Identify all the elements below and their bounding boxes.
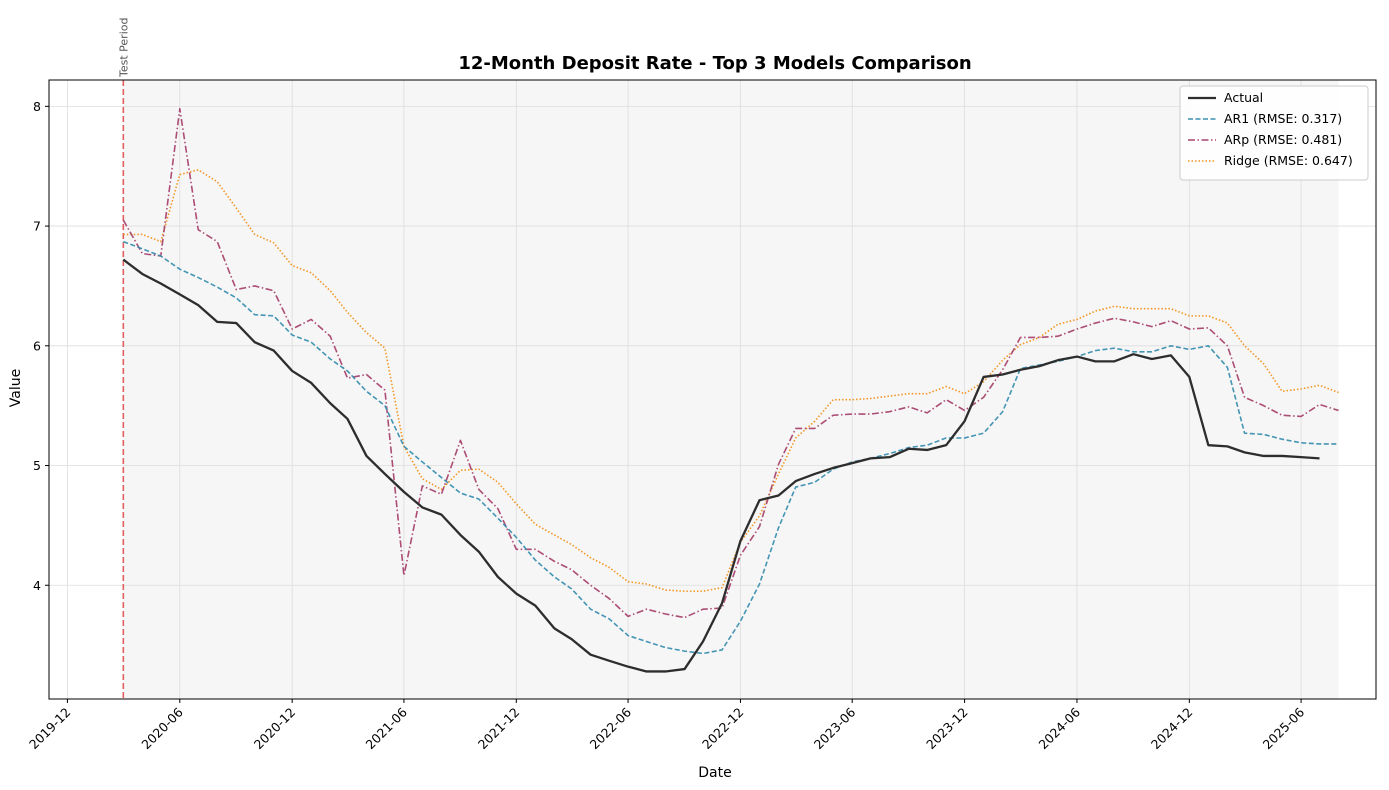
y-tick-label: 5 bbox=[33, 458, 41, 473]
legend: Actual AR1 (RMSE: 0.317) ARp (RMSE: 0.481)… bbox=[1179, 85, 1369, 181]
x-axis-label: Date bbox=[698, 765, 731, 781]
x-tick-label: 2020-12 bbox=[251, 705, 299, 753]
plot-frame bbox=[48, 79, 1377, 700]
x-tick-label: 2024-06 bbox=[1036, 704, 1084, 752]
x-tick-label: 2020-06 bbox=[138, 704, 186, 752]
x-tick-label: 2021-06 bbox=[363, 704, 411, 752]
legend-label: Ridge (RMSE: 0.647) bbox=[1224, 153, 1353, 168]
series-line-arp bbox=[122, 107, 1339, 619]
y-tick-label: 7 bbox=[33, 219, 41, 234]
x-tick-label: 2021-12 bbox=[475, 705, 523, 753]
x-tick-label: 2023-12 bbox=[923, 705, 971, 753]
chart-title: 12-Month Deposit Rate - Top 3 Models Com… bbox=[458, 53, 971, 74]
grid-lines bbox=[49, 80, 1376, 699]
legend-box bbox=[1179, 85, 1369, 181]
legend-label: AR1 (RMSE: 0.317) bbox=[1224, 111, 1342, 126]
legend-label: ARp (RMSE: 0.481) bbox=[1224, 132, 1342, 147]
x-tick-label: 2022-12 bbox=[699, 705, 747, 753]
y-tick-label: 4 bbox=[33, 578, 41, 593]
x-tick-label: 2024-12 bbox=[1148, 705, 1196, 753]
series-line-ar1 bbox=[123, 240, 1339, 655]
y-tick-label: 8 bbox=[33, 99, 41, 114]
legend-label: Actual bbox=[1224, 90, 1263, 105]
test-period-shading bbox=[123, 80, 1339, 699]
test-period-annotation: Test Period bbox=[117, 18, 130, 78]
x-tick-label: 2019-12 bbox=[26, 705, 74, 753]
y-tick-label: 6 bbox=[33, 338, 41, 353]
x-tick-label: 2022-06 bbox=[587, 704, 635, 752]
series-line-actual bbox=[122, 258, 1320, 673]
x-tick-label: 2023-06 bbox=[811, 704, 859, 752]
series-line-ridge bbox=[123, 169, 1339, 593]
series-group bbox=[122, 107, 1339, 673]
x-tick-label: 2025-06 bbox=[1260, 704, 1308, 752]
y-axis-label: Value bbox=[8, 369, 24, 407]
